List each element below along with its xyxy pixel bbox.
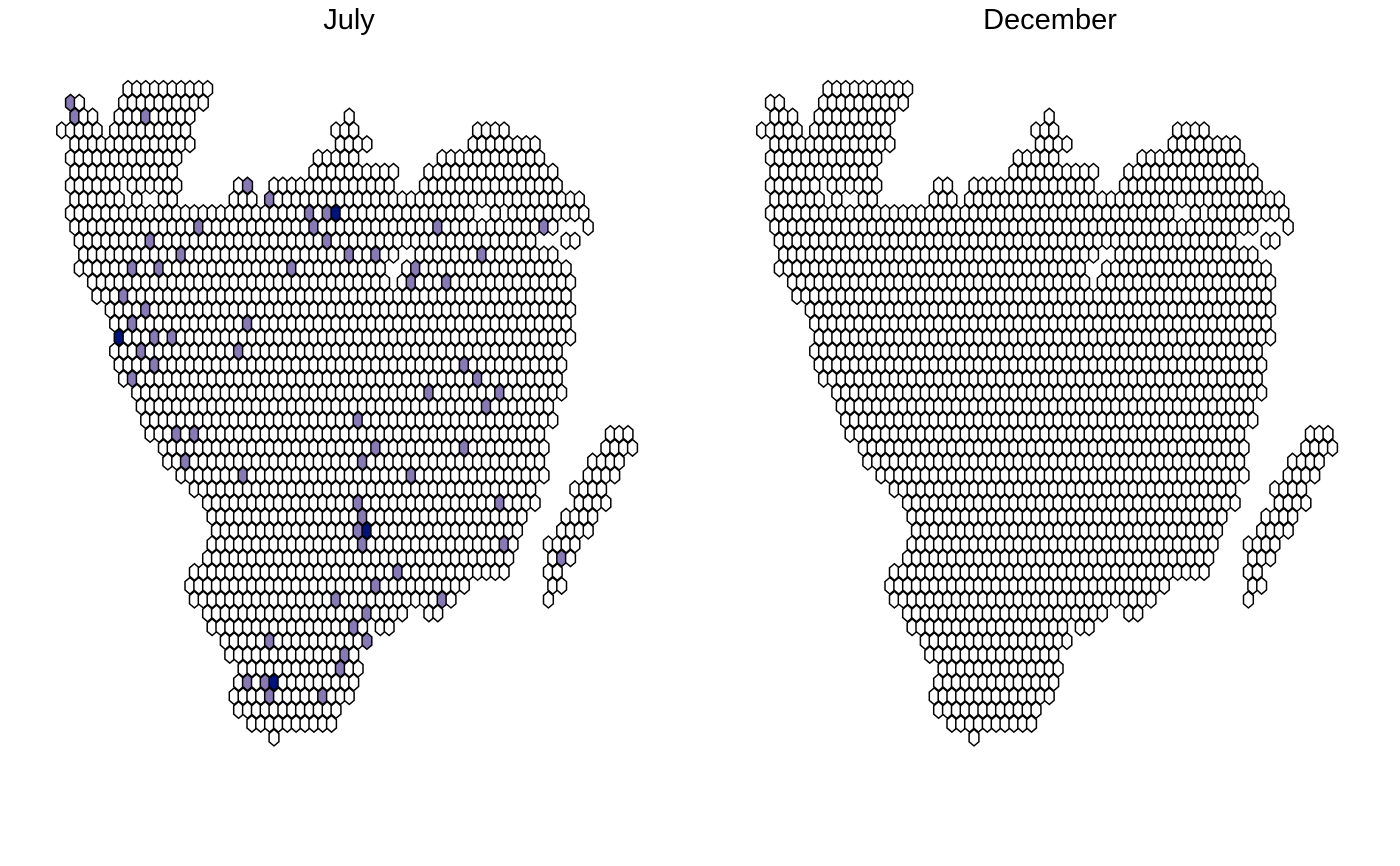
hex-cell [1145, 590, 1157, 609]
hex-cell [1256, 383, 1268, 402]
july-panel: July [56, 4, 639, 747]
hex-cell [582, 217, 594, 237]
hex-cell [348, 673, 360, 692]
hex-cell [538, 466, 550, 485]
hex-cell [547, 217, 559, 237]
hex-cell [564, 328, 577, 347]
hex-cell [184, 134, 196, 154]
hex-cells [56, 79, 639, 747]
hex-cell [556, 576, 568, 596]
hex-cell [538, 438, 550, 458]
hex-cell [502, 548, 515, 568]
hex-cell [432, 604, 444, 623]
hex-cell [1061, 134, 1073, 154]
hex-cell [197, 93, 209, 113]
hex-cell [516, 507, 528, 527]
hex-cell [613, 452, 625, 471]
hex-cell [582, 521, 594, 540]
hex-cell-highlighted [361, 631, 373, 651]
hex-cell [1202, 548, 1215, 568]
hex-cell [330, 700, 342, 720]
hex-cell [556, 383, 568, 402]
hex-cell [1096, 604, 1108, 623]
hex-cell [884, 134, 896, 154]
hex-cell [1048, 673, 1060, 692]
july-hexbin-map [56, 79, 639, 747]
hex-cell [1264, 328, 1277, 347]
hex-cell [1309, 466, 1321, 485]
hex-cell [1282, 521, 1294, 540]
hex-cell [529, 493, 541, 513]
hex-cell [1264, 548, 1277, 568]
hex-cell [1282, 217, 1294, 237]
december-title: December [983, 4, 1117, 36]
december-panel: December [700, 0, 1400, 866]
hex-cell [897, 93, 909, 113]
hex-cell [569, 231, 581, 251]
hex-cell [1242, 590, 1255, 609]
hex-cell [1158, 576, 1170, 596]
hex-cells [756, 79, 1339, 747]
hex-cell [1025, 714, 1038, 734]
hex-cell [1300, 493, 1312, 513]
hex-cell [1256, 576, 1268, 596]
july-title: July [323, 4, 375, 36]
hex-cell [361, 134, 373, 154]
hex-cell [383, 617, 395, 637]
hex-cell [564, 548, 577, 568]
hex-cell [547, 410, 559, 430]
hex-cell [1087, 245, 1100, 264]
hex-cell [1030, 700, 1042, 720]
hex-cell [325, 714, 338, 734]
hex-cell [1132, 604, 1144, 623]
hex-cell [1247, 217, 1259, 237]
hex-cell [445, 590, 457, 609]
hex-cell [626, 438, 639, 458]
hex-cell [343, 686, 355, 706]
hex-cell [1083, 617, 1095, 637]
hex-cell [268, 728, 280, 747]
hex-cell [1229, 493, 1241, 513]
hex-cell [1061, 631, 1073, 651]
hex-cell [1313, 452, 1325, 471]
hex-cell [600, 493, 612, 513]
hex-cell [1238, 466, 1250, 485]
hex-cell [396, 604, 408, 623]
hex-cell [968, 728, 980, 747]
hex-cell [1198, 562, 1210, 582]
hex-cell [1269, 231, 1281, 251]
hex-cell [1238, 438, 1250, 458]
hex-cell [1326, 438, 1339, 458]
hex-cell [1247, 410, 1259, 430]
hex-cell [458, 576, 470, 596]
hex-cell [387, 245, 400, 264]
hex-cell [1216, 507, 1228, 527]
december-hexbin-map [756, 79, 1339, 747]
hex-cell [542, 590, 555, 609]
hex-cell [609, 466, 621, 485]
hex-cell [1043, 686, 1055, 706]
hex-cell [498, 562, 510, 582]
